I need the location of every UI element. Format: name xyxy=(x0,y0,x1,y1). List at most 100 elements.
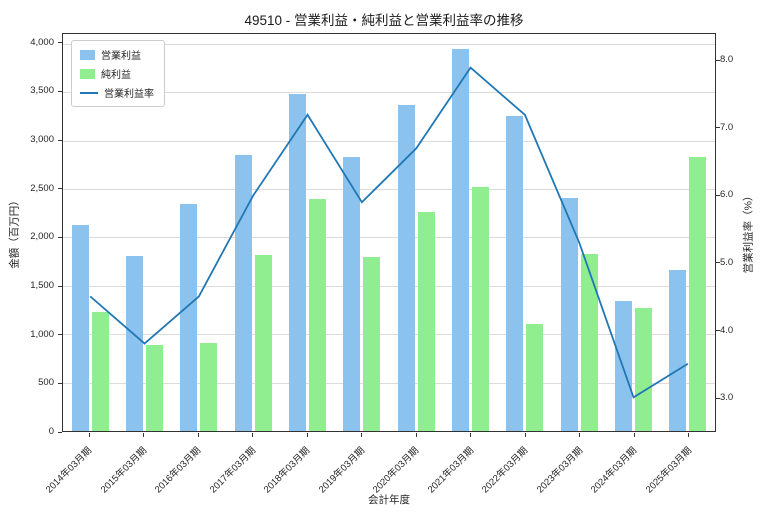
x-axis-title: 会計年度 xyxy=(368,494,410,506)
bar-group xyxy=(443,34,497,431)
x-tick-mark xyxy=(579,433,581,437)
x-tick-mark xyxy=(306,433,308,437)
x-tick-mark xyxy=(361,433,363,437)
bar-group xyxy=(117,34,171,431)
legend-label-operating-margin: 営業利益率 xyxy=(104,89,154,100)
right-y-tick-label: 7.0 xyxy=(715,121,734,133)
bar-operating-profit xyxy=(669,270,687,431)
gridline xyxy=(63,334,715,336)
bar-net-profit xyxy=(417,212,435,431)
bar-operating-profit xyxy=(506,116,524,431)
bar-net-profit xyxy=(471,187,489,431)
x-tick-label: 2022年03月期 xyxy=(479,445,531,496)
bar-operating-profit xyxy=(343,156,361,431)
bars-layer xyxy=(63,34,715,431)
operating-profit-swatch xyxy=(80,49,95,60)
bar-net-profit xyxy=(145,344,163,431)
plot-area: 営業利益 純利益 営業利益率 xyxy=(62,33,716,432)
x-tick-label: 2024年03月期 xyxy=(588,445,640,496)
bar-operating-profit xyxy=(451,48,469,431)
gridline xyxy=(63,92,715,94)
gridline xyxy=(63,382,715,384)
bar-group xyxy=(389,34,443,431)
x-tick-mark xyxy=(143,433,145,437)
x-tick-mark xyxy=(633,433,635,437)
left-y-tick-label: 500 xyxy=(0,378,62,388)
left-y-tick-label: 2,000 xyxy=(0,232,62,242)
legend-label-net-profit: 純利益 xyxy=(101,70,131,81)
bar-net-profit xyxy=(634,308,652,431)
bar-net-profit xyxy=(689,156,707,431)
right-y-tick-label: 5.0 xyxy=(715,256,734,268)
left-y-tick-label: 3,000 xyxy=(0,135,62,145)
x-tick-label: 2016年03月期 xyxy=(152,445,204,496)
x-tick-mark xyxy=(88,433,90,437)
x-tick-label: 2018年03月期 xyxy=(261,445,313,496)
legend: 営業利益 純利益 営業利益率 xyxy=(71,40,165,107)
bar-net-profit xyxy=(308,198,326,431)
left-y-tick-label: 2,500 xyxy=(0,183,62,194)
bar-operating-profit xyxy=(288,94,306,431)
legend-item-operating-margin: 営業利益率 xyxy=(80,85,154,100)
left-y-tick-label: 3,500 xyxy=(0,86,62,96)
x-tick-mark xyxy=(470,433,472,437)
operating-margin-line-swatch xyxy=(80,91,98,94)
bar-group xyxy=(552,34,606,431)
bar-operating-profit xyxy=(125,255,143,431)
x-tick-label: 2017年03月期 xyxy=(207,445,258,496)
right-y-tick-label: 4.0 xyxy=(715,324,734,336)
left-y-tick-label: 4,000 xyxy=(0,37,62,48)
left-axis-ticks: 0 500 1,000 1,500 2,000 2,500 3,000 3,500 4,000 xyxy=(0,33,62,437)
gridline xyxy=(63,237,715,239)
left-y-tick-label: 0 xyxy=(0,427,62,437)
legend-label-operating-profit: 営業利益 xyxy=(101,51,141,62)
x-axis-ticks: 2014年03月期 2015年03月期 2016年03月期 2017年03月期 2018… xyxy=(44,433,716,496)
legend-item-operating-profit: 営業利益 xyxy=(80,47,154,62)
gridline xyxy=(63,285,715,287)
bar-net-profit xyxy=(526,323,544,431)
x-tick-label: 2023年03月期 xyxy=(534,445,585,496)
bar-group xyxy=(63,34,117,431)
bar-operating-profit xyxy=(180,204,198,431)
bar-operating-profit xyxy=(234,155,252,431)
net-profit-swatch xyxy=(80,68,95,79)
bar-group xyxy=(280,34,334,431)
left-y-tick-label: 1,500 xyxy=(0,281,62,291)
x-tick-label: 2025年03月期 xyxy=(643,445,694,496)
bar-net-profit xyxy=(91,311,109,431)
legend-item-net-profit: 純利益 xyxy=(80,66,154,81)
bar-group xyxy=(606,34,660,431)
x-tick-label: 2019年03月期 xyxy=(316,445,367,496)
rate-line-layer xyxy=(89,66,689,399)
operating-margin-line xyxy=(89,66,689,399)
x-tick-mark xyxy=(688,433,690,437)
right-y-tick-label: 6.0 xyxy=(715,189,734,201)
bar-group xyxy=(226,34,280,431)
x-tick-label: 2014年03月期 xyxy=(43,445,95,496)
bar-group xyxy=(335,34,389,431)
bar-group xyxy=(498,34,552,431)
right-y-tick-label: 3.0 xyxy=(715,392,734,404)
gridline xyxy=(63,43,715,45)
right-axis-ticks: 3.0 4.0 5.0 6.0 7.0 8.0 xyxy=(715,33,764,432)
chart-title: 49510 - 営業利益・純利益と営業利益率の推移 xyxy=(244,13,524,28)
bar-group xyxy=(172,34,226,431)
x-tick-mark xyxy=(415,433,417,437)
x-tick-mark xyxy=(252,433,254,437)
x-tick-label: 2020年03月期 xyxy=(370,445,422,496)
bar-operating-profit xyxy=(71,224,89,431)
bar-net-profit xyxy=(363,256,381,431)
bar-operating-profit xyxy=(560,197,578,431)
x-tick-label: 2015年03月期 xyxy=(98,445,149,496)
gridline xyxy=(63,140,715,142)
x-tick-mark xyxy=(524,433,526,437)
bar-operating-profit xyxy=(397,104,415,431)
left-y-tick-label: 1,000 xyxy=(0,329,62,340)
right-y-tick-label: 8.0 xyxy=(715,54,734,66)
bar-net-profit xyxy=(200,342,218,431)
bar-group xyxy=(661,34,715,431)
gridline xyxy=(63,188,715,190)
x-tick-label: 2021年03月期 xyxy=(425,445,476,496)
bar-net-profit xyxy=(254,254,272,431)
